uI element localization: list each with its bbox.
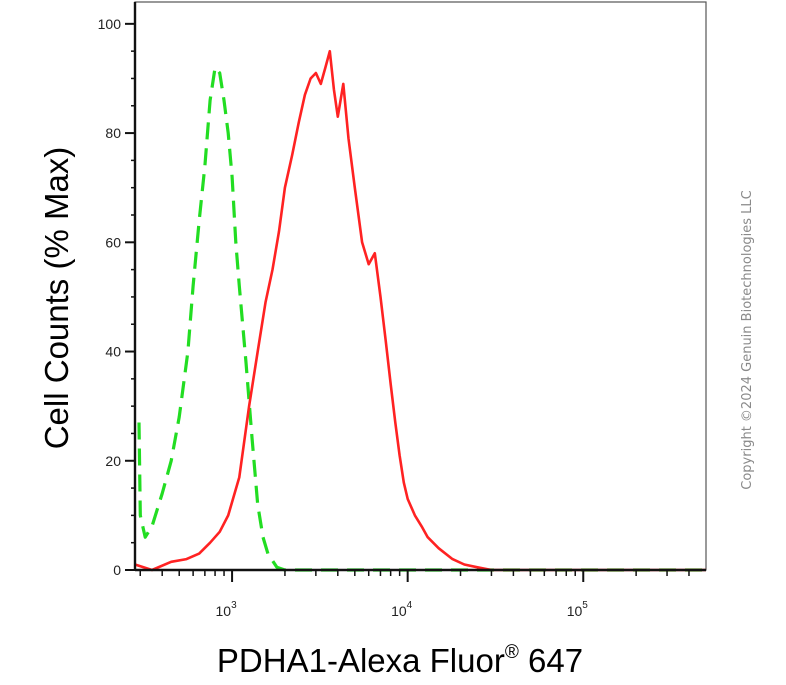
x-axis-title-superscript: ® — [505, 642, 519, 663]
x-axis-title: PDHA1-Alexa Fluor® 647 — [217, 642, 583, 679]
y-tick-label: 0 — [113, 562, 121, 578]
y-tick-label: 20 — [105, 453, 121, 469]
y-tick-label: 100 — [98, 16, 122, 32]
x-tick-label: 104 — [391, 600, 413, 619]
axes: 0 20 40 60 80 100 103 104 105 — [98, 2, 706, 619]
copyright-text: Copyright ©2024 Genuin Biotechnologies L… — [740, 190, 755, 489]
x-axis-title-suffix: 647 — [519, 642, 583, 679]
y-tick-label: 40 — [105, 344, 121, 360]
x-axis-title-main: PDHA1-Alexa Fluor — [217, 642, 505, 679]
x-tick-label: 105 — [567, 600, 589, 619]
series-layer — [134, 49, 706, 572]
y-tick-label: 80 — [105, 125, 121, 141]
series-line-1 — [137, 65, 706, 572]
y-tick-label: 60 — [105, 234, 121, 250]
y-axis-title: Cell Counts (% Max) — [38, 147, 75, 450]
series-line-2 — [134, 49, 706, 572]
x-tick-label: 103 — [216, 600, 238, 619]
